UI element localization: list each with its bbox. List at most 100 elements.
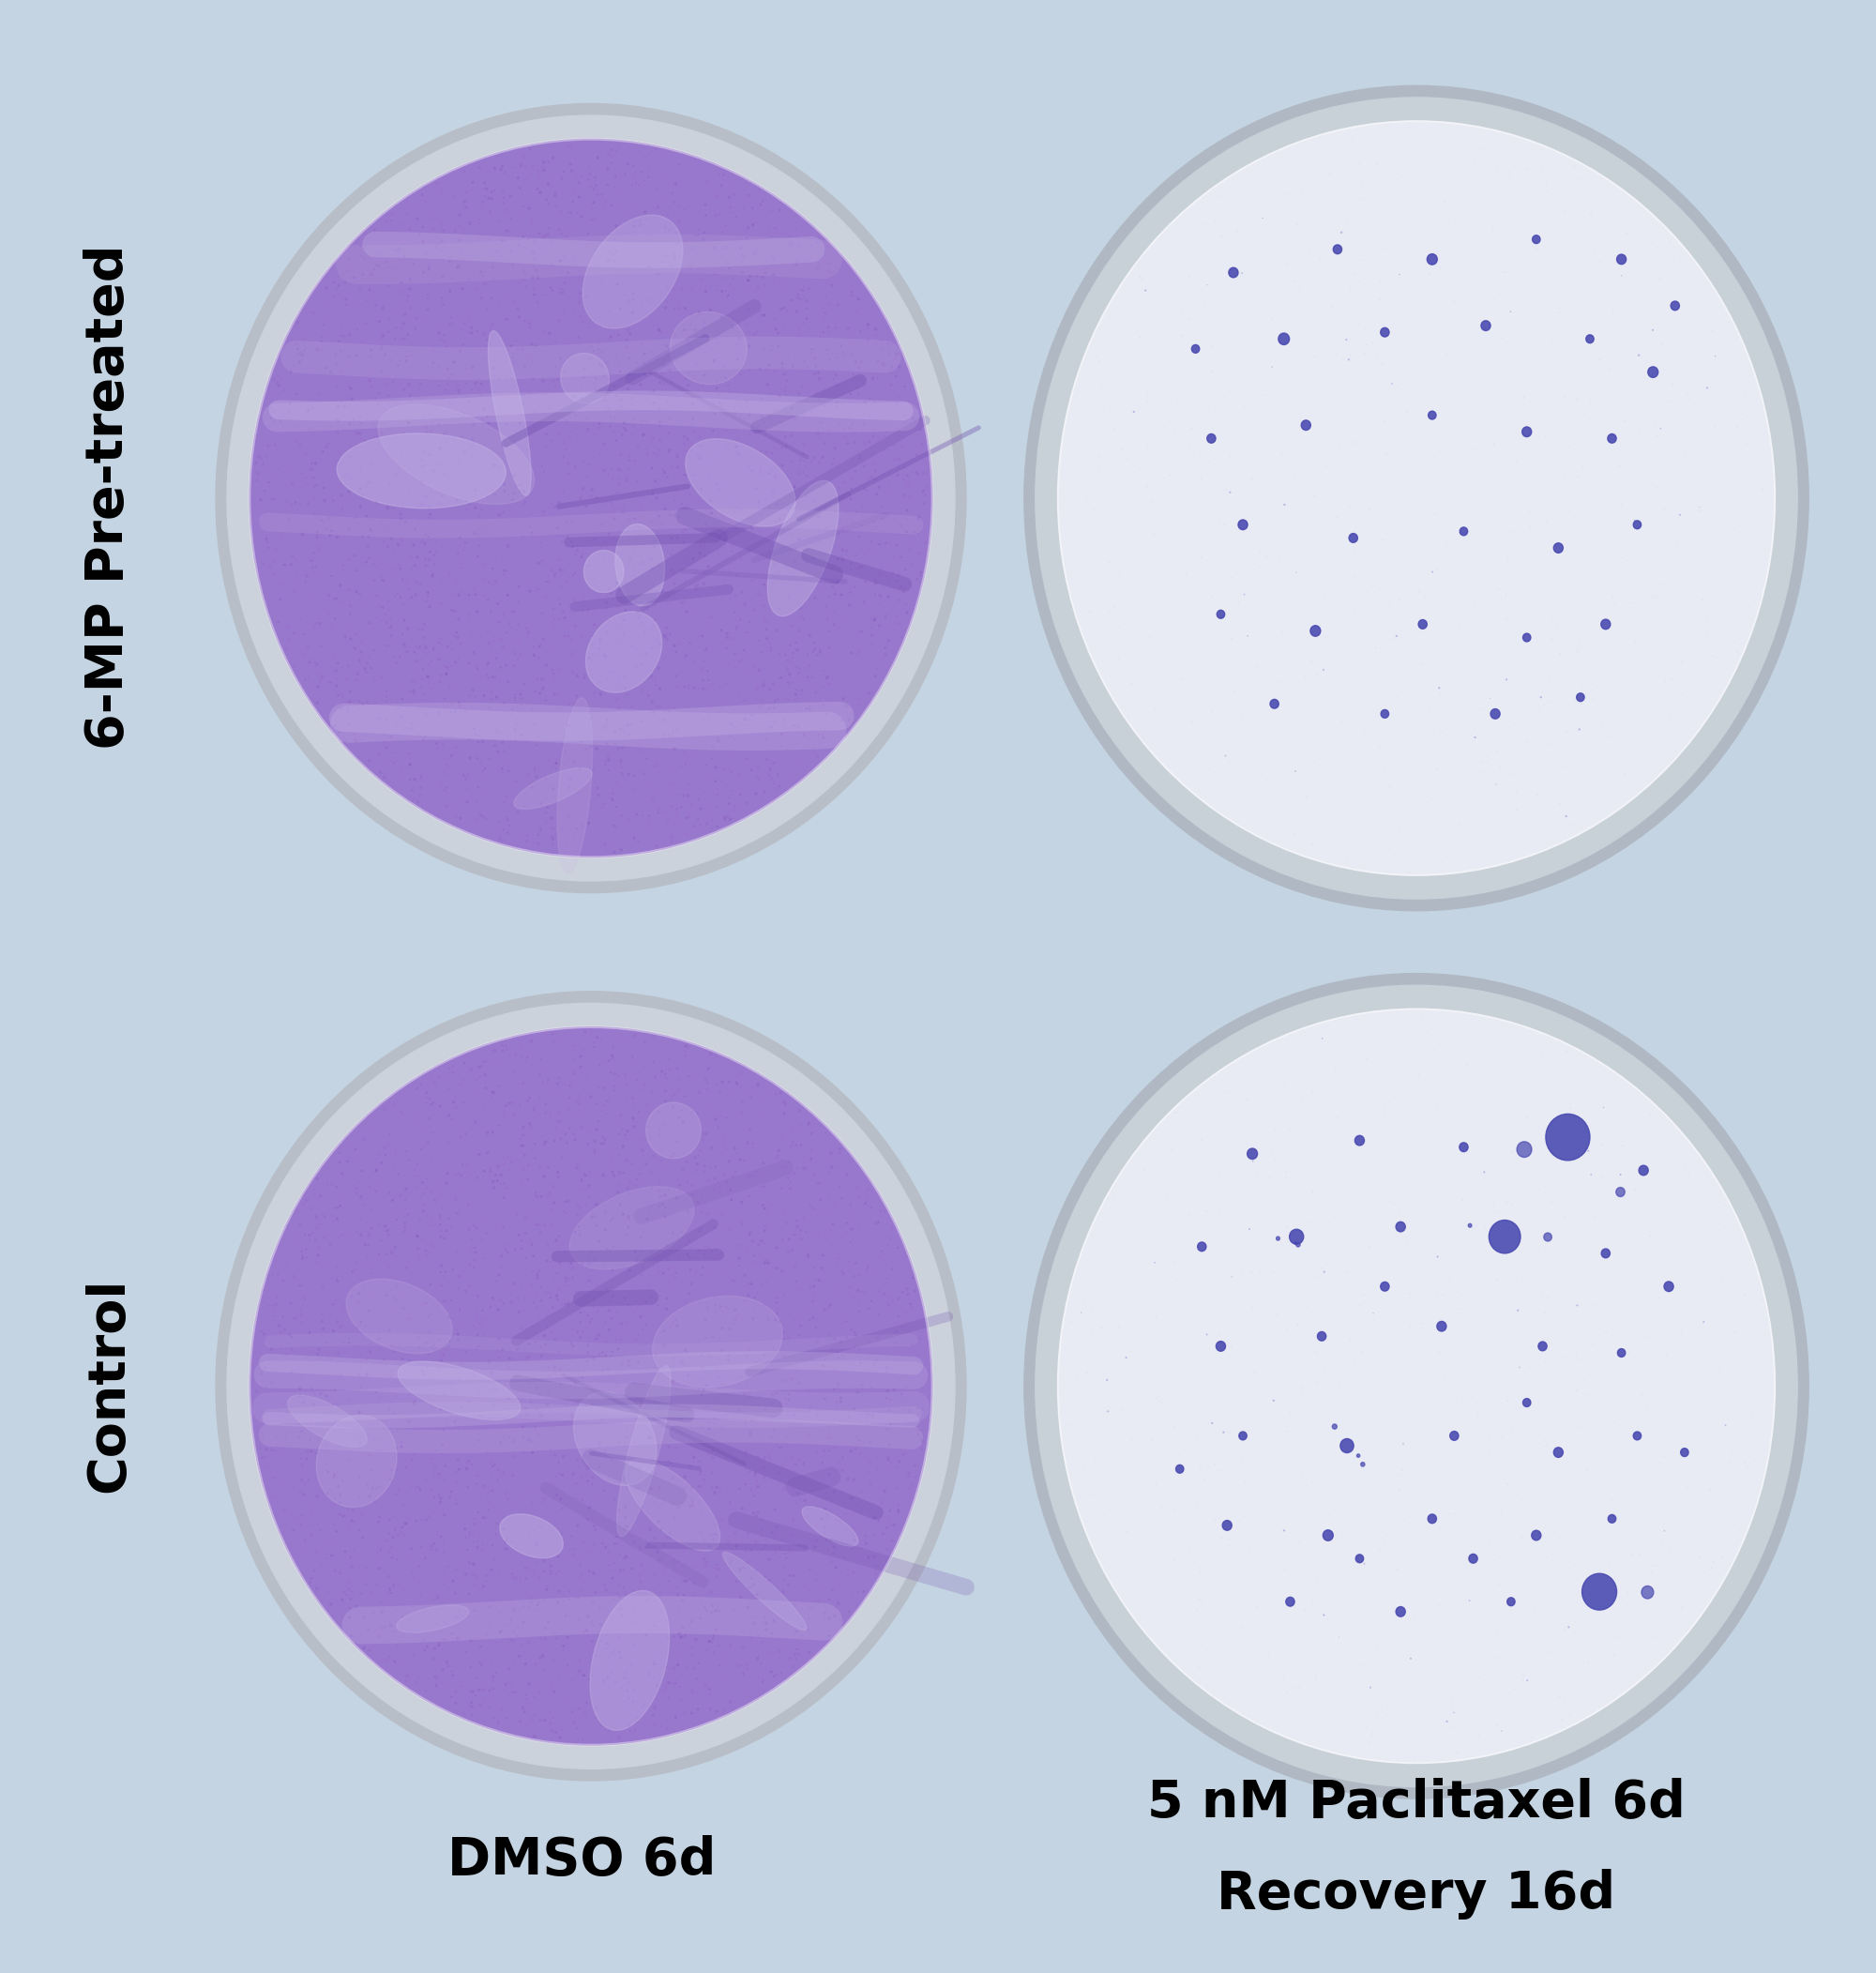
Point [1289, 499, 1319, 531]
Point [1296, 1255, 1326, 1286]
Point [715, 1630, 745, 1661]
Point [1296, 1699, 1326, 1730]
Point [390, 1194, 420, 1225]
Point [330, 631, 360, 663]
Point [345, 1288, 375, 1320]
Point [480, 479, 510, 511]
Point [525, 1099, 555, 1131]
Point [1394, 1292, 1424, 1324]
Point [371, 491, 401, 523]
Point [493, 1142, 523, 1174]
Point [692, 1166, 722, 1198]
Point [653, 1521, 683, 1553]
Point [460, 572, 490, 604]
Point [690, 1063, 720, 1095]
Point [478, 1679, 508, 1711]
Point [321, 1263, 351, 1294]
Point [460, 1361, 490, 1393]
Point [298, 462, 328, 493]
Point [1390, 1503, 1420, 1535]
Point [460, 1525, 490, 1557]
Point [673, 357, 704, 389]
Point [794, 545, 824, 576]
Point [289, 618, 319, 649]
Point [593, 1353, 623, 1385]
Point [677, 1490, 707, 1521]
Point [1238, 728, 1268, 760]
Point [533, 1377, 563, 1409]
Point [1630, 227, 1660, 258]
Point [636, 1472, 666, 1503]
Point [651, 414, 681, 446]
Point [508, 477, 538, 509]
Point [490, 1168, 520, 1200]
Point [403, 1221, 433, 1253]
Point [717, 529, 747, 560]
Point [334, 574, 364, 606]
Point [540, 1225, 570, 1257]
Point [690, 1535, 720, 1567]
Point [471, 343, 501, 375]
Point [623, 1107, 653, 1138]
Point [638, 422, 668, 454]
Point [1182, 673, 1212, 704]
Point [1186, 464, 1216, 495]
Point [486, 1251, 516, 1282]
Point [553, 771, 583, 803]
Point [477, 314, 507, 345]
Point [403, 1196, 433, 1227]
Point [728, 1673, 758, 1705]
Point [764, 594, 794, 625]
Point [370, 1432, 400, 1464]
Point [469, 404, 499, 436]
Point [375, 1425, 405, 1456]
Point [747, 511, 777, 543]
Point [379, 1280, 409, 1312]
Point [347, 1499, 377, 1531]
Point [683, 803, 713, 835]
Point [283, 1196, 313, 1227]
Point [576, 594, 606, 625]
Point [394, 572, 424, 604]
Point [1249, 1584, 1279, 1616]
Point [824, 1357, 854, 1389]
Point [688, 673, 719, 704]
Point [443, 495, 473, 527]
Point [319, 1462, 349, 1494]
Point [458, 1549, 488, 1580]
Point [300, 452, 330, 483]
Point [794, 1340, 824, 1371]
Point [1186, 1125, 1216, 1156]
Point [396, 582, 426, 614]
Point [375, 1454, 405, 1486]
Point [1188, 1586, 1218, 1618]
Point [809, 1434, 839, 1466]
Point [295, 1567, 325, 1598]
Point [437, 262, 467, 294]
Point [608, 1600, 638, 1632]
Point [559, 142, 589, 174]
Point [537, 142, 567, 174]
Point [726, 245, 756, 276]
Point [349, 1127, 379, 1158]
Point [818, 1348, 848, 1379]
Point [715, 1083, 745, 1115]
Point [619, 535, 649, 566]
Point [756, 762, 786, 793]
Point [1707, 1541, 1737, 1572]
Point [743, 1440, 773, 1472]
Point [484, 499, 514, 531]
Point [493, 304, 523, 335]
Point [435, 472, 465, 503]
Point [893, 566, 923, 598]
Point [570, 353, 600, 385]
Point [255, 402, 285, 434]
Point [829, 468, 859, 499]
Point [1604, 773, 1634, 805]
Point [559, 1468, 589, 1499]
Point [1077, 1292, 1107, 1324]
Point [822, 1393, 852, 1425]
Point [531, 685, 561, 716]
Point [822, 341, 852, 373]
Point [758, 726, 788, 758]
